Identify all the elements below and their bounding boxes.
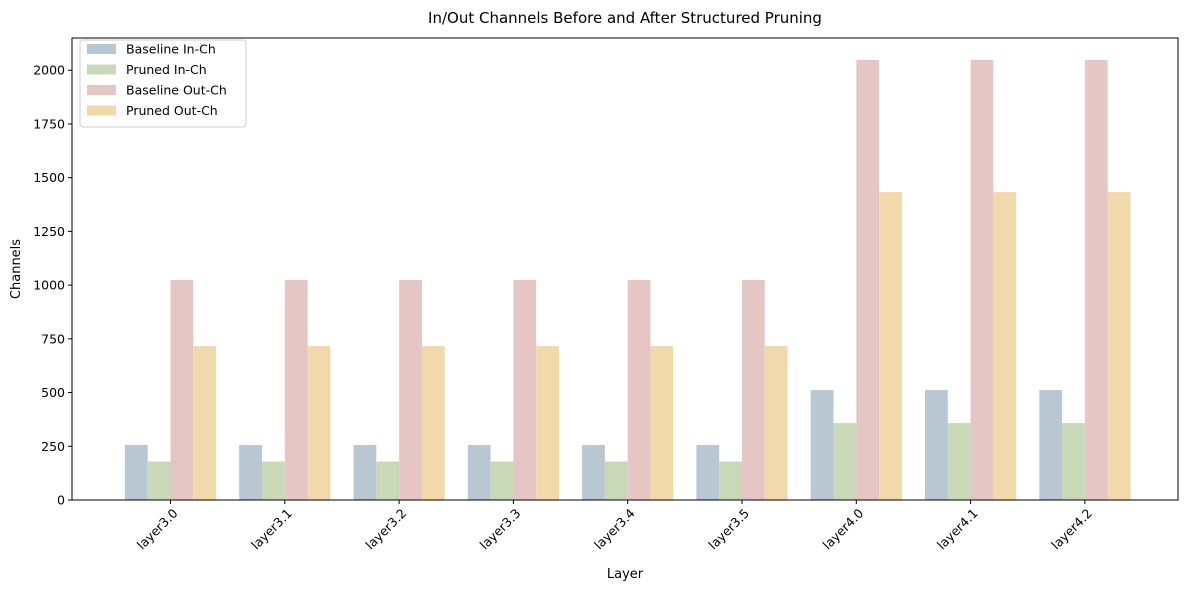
legend-swatch: [87, 44, 116, 54]
y-tick-label: 250: [41, 439, 65, 454]
x-tick-label: layer3.2: [362, 506, 409, 553]
bar-2-layer3.4: [627, 279, 651, 500]
bar-3-layer4.0: [879, 192, 902, 500]
legend-label: Baseline Out-Ch: [126, 83, 227, 98]
x-tick-label: layer3.0: [134, 505, 181, 552]
x-tick-label: layer3.4: [591, 505, 638, 552]
bar-0-layer3.1: [239, 444, 262, 500]
bar-2-layer4.2: [1084, 59, 1108, 501]
bars-layer: [124, 59, 1131, 501]
bar-2-layer4.0: [856, 59, 880, 501]
bar-3-layer3.4: [650, 346, 674, 500]
legend-box: [79, 39, 247, 128]
plot-frame: [71, 37, 1179, 501]
bar-0-layer4.0: [810, 389, 834, 500]
y-tick-label: 500: [41, 385, 65, 400]
bar-2-layer3.5: [742, 279, 765, 500]
legend-swatch: [87, 105, 116, 116]
legend: Baseline In-Ch Pruned In-Ch Baseline Out-C…: [79, 39, 247, 128]
bar-0-layer3.3: [467, 444, 491, 500]
x-tick-label: layer4.0: [820, 505, 867, 552]
y-tick-label: 1000: [33, 278, 65, 293]
y-tick-label: 2000: [33, 63, 65, 78]
legend-label: Pruned Out-Ch: [126, 103, 218, 118]
bar-1-layer3.4: [604, 461, 628, 500]
bar-1-layer3.1: [262, 461, 285, 500]
x-tick-label: layer3.5: [705, 506, 752, 553]
bar-3-layer4.2: [1107, 192, 1131, 500]
legend-label: Baseline In-Ch: [126, 42, 216, 57]
bar-3-layer3.0: [193, 346, 217, 500]
bar-1-layer4.1: [947, 423, 971, 500]
bar-1-layer4.2: [1062, 423, 1085, 500]
bar-1-layer4.0: [833, 423, 857, 500]
bar-2-layer3.0: [170, 279, 194, 500]
bar-1-layer3.5: [719, 461, 742, 500]
bar-0-layer4.2: [1039, 389, 1063, 500]
x-tick-label: layer4.2: [1048, 506, 1095, 553]
y-axis: 0 250 500 750 1000 1250 1500 1750 2000: [33, 63, 72, 508]
bar-2-layer4.1: [970, 59, 994, 501]
bar-0-layer4.1: [925, 389, 948, 500]
x-tick-label: layer3.3: [477, 506, 524, 553]
y-tick-label: 1750: [33, 116, 65, 131]
y-tick-label: 1250: [33, 224, 65, 239]
bar-3-layer4.1: [993, 192, 1017, 500]
bar-1-layer3.2: [376, 461, 400, 500]
bar-1-layer3.0: [147, 461, 171, 500]
x-axis-label: Layer: [607, 567, 644, 582]
bar-0-layer3.5: [696, 444, 720, 500]
bar-0-layer3.2: [353, 444, 377, 500]
y-tick-label: 1500: [33, 170, 65, 185]
x-axis: layer3.0 layer3.1 layer3.2 layer3.3 layer3.4…: [134, 500, 1095, 552]
legend-label: Pruned In-Ch: [126, 62, 207, 77]
bar-2-layer3.3: [513, 279, 537, 500]
bar-1-layer3.3: [490, 461, 514, 500]
x-tick-label: layer3.1: [248, 506, 295, 553]
bar-0-layer3.0: [124, 444, 148, 500]
bar-3-layer3.2: [421, 346, 445, 500]
bar-3-layer3.5: [764, 346, 788, 500]
legend-swatch: [87, 85, 116, 95]
bar-3-layer3.1: [307, 346, 331, 500]
y-axis-label: Channels: [9, 239, 24, 299]
bar-3-layer3.3: [536, 346, 559, 500]
x-tick-label: layer4.1: [934, 506, 981, 553]
legend-swatch: [87, 64, 116, 75]
bar-2-layer3.2: [399, 279, 422, 500]
y-tick-label: 750: [41, 331, 65, 346]
bar-0-layer3.4: [582, 444, 605, 500]
chart-title: In/Out Channels Before and After Structu…: [428, 9, 822, 27]
y-tick-label: 0: [57, 493, 65, 508]
bar-2-layer3.1: [284, 279, 308, 500]
